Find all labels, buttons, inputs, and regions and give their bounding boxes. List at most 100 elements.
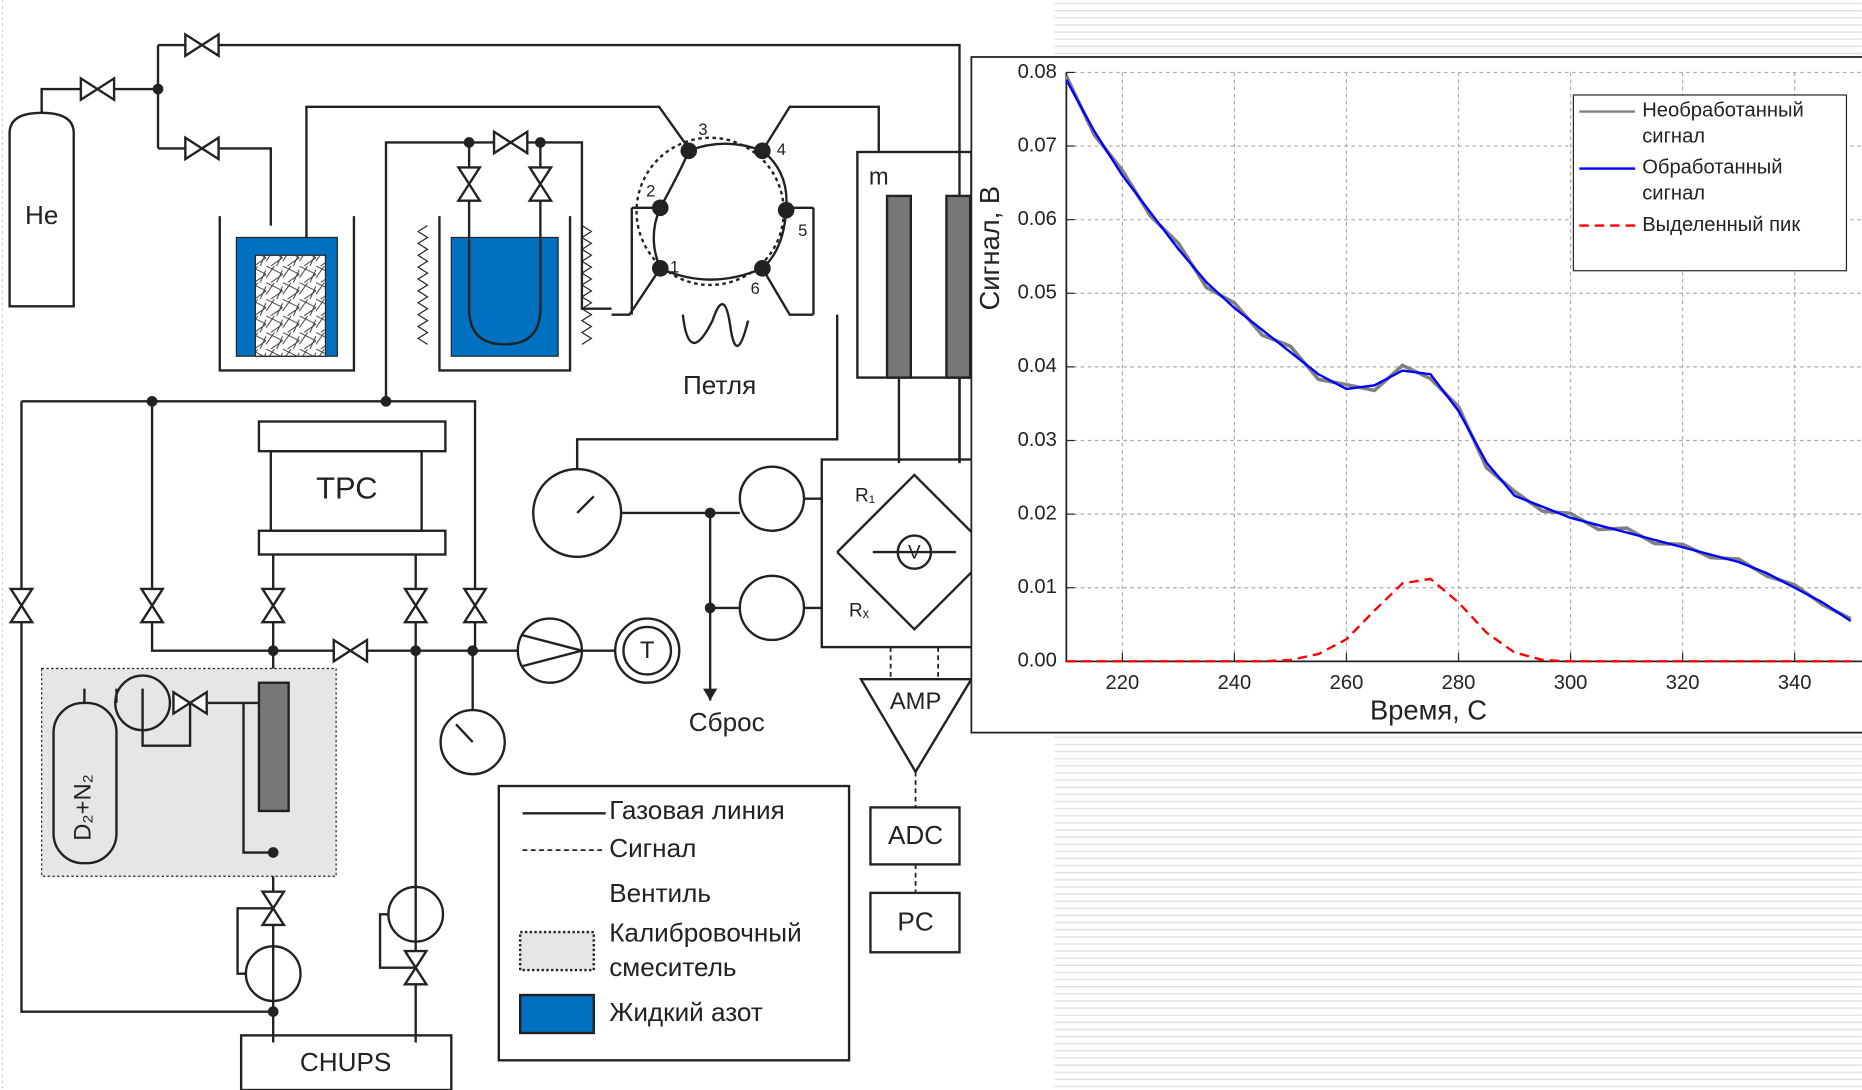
shape bbox=[681, 303, 750, 348]
node bbox=[754, 260, 771, 277]
valve bbox=[332, 637, 369, 664]
shape bbox=[257, 681, 290, 813]
series-line bbox=[1066, 577, 1851, 663]
shape bbox=[896, 534, 933, 570]
x-tick-label: 340 bbox=[1778, 672, 1812, 694]
label: Rₓ bbox=[849, 601, 870, 622]
shape bbox=[8, 32, 554, 986]
label: ADC bbox=[888, 820, 943, 850]
shape bbox=[439, 708, 506, 776]
x-tick-label: 260 bbox=[1330, 672, 1364, 694]
node bbox=[410, 645, 422, 657]
label: He bbox=[25, 200, 58, 230]
gas-line bbox=[40, 43, 961, 464]
node bbox=[704, 507, 716, 519]
y-tick-label: 0.00 bbox=[1018, 650, 1057, 672]
shape bbox=[738, 465, 806, 532]
valve bbox=[184, 135, 220, 162]
shape bbox=[455, 723, 474, 743]
shape: сигнал bbox=[1642, 126, 1705, 148]
node bbox=[267, 645, 279, 657]
node bbox=[704, 602, 716, 614]
node bbox=[463, 137, 475, 148]
y-tick-label: 0.04 bbox=[1018, 355, 1057, 377]
shape bbox=[869, 891, 961, 954]
legend-label: Выделенный пик bbox=[1642, 214, 1800, 236]
node bbox=[146, 395, 158, 407]
y-tick-label: 0.06 bbox=[1018, 208, 1057, 230]
shape bbox=[885, 194, 913, 379]
port-label: 1 bbox=[670, 258, 679, 277]
valve bbox=[462, 587, 488, 624]
label: m bbox=[869, 164, 889, 190]
x-tick-label: 280 bbox=[1442, 672, 1476, 694]
shape: сигнал bbox=[1642, 183, 1705, 205]
y-tick-label: 0.02 bbox=[1018, 502, 1057, 524]
shape bbox=[114, 674, 172, 732]
node bbox=[754, 142, 771, 160]
valve bbox=[184, 32, 220, 58]
shape bbox=[622, 625, 673, 676]
legend-text: Жидкий азот bbox=[609, 997, 763, 1027]
shape bbox=[518, 930, 595, 972]
shape bbox=[576, 495, 595, 514]
valve bbox=[527, 166, 554, 202]
label: V bbox=[908, 542, 921, 563]
port-label: 4 bbox=[777, 140, 786, 159]
label: Петля bbox=[683, 370, 756, 400]
y-axis-label: Сигнал, В bbox=[974, 186, 1005, 310]
legend-text: Газовая линия bbox=[609, 795, 785, 825]
series-line bbox=[1065, 79, 1852, 622]
node bbox=[680, 142, 698, 160]
shape bbox=[522, 634, 587, 668]
shape bbox=[218, 216, 356, 372]
shape bbox=[869, 806, 961, 866]
shape bbox=[703, 688, 718, 701]
legend-text: Сигнал bbox=[609, 833, 696, 863]
y-tick-label: 0.05 bbox=[1018, 282, 1057, 304]
shape bbox=[518, 993, 595, 1035]
y-tick-label: 0.01 bbox=[1018, 576, 1057, 598]
valve bbox=[402, 949, 429, 986]
valve bbox=[8, 587, 35, 624]
port-label: 5 bbox=[798, 221, 807, 240]
legend-text: смеситель bbox=[609, 952, 736, 982]
legend-label: Необработанный сигнал bbox=[1642, 100, 1804, 148]
shape bbox=[738, 574, 806, 642]
valve bbox=[79, 76, 116, 102]
shape bbox=[236, 907, 416, 975]
x-tick-label: 300 bbox=[1554, 672, 1588, 694]
valve bbox=[260, 587, 287, 624]
shape bbox=[416, 225, 593, 345]
valve bbox=[172, 690, 208, 716]
label: ТРС bbox=[316, 471, 377, 506]
shape bbox=[897, 377, 961, 464]
x-axis-label: Время, С bbox=[1370, 695, 1487, 726]
label: T bbox=[640, 638, 655, 664]
legend-text: Вентиль bbox=[609, 878, 711, 908]
y-tick-label: 0.08 bbox=[1018, 61, 1057, 83]
shape bbox=[945, 194, 972, 379]
x-tick-label: 320 bbox=[1666, 672, 1700, 694]
label: PC bbox=[897, 907, 933, 937]
shape bbox=[257, 529, 447, 556]
y-tick-label: 0.03 bbox=[1018, 429, 1057, 451]
shape bbox=[613, 617, 681, 684]
port-label: 3 bbox=[698, 120, 707, 139]
shape bbox=[858, 677, 974, 775]
shape bbox=[257, 420, 447, 453]
valve bbox=[402, 587, 429, 624]
shape bbox=[532, 467, 623, 559]
legend-text: Калибровочный bbox=[609, 917, 801, 947]
shape: Необработанный bbox=[1642, 100, 1804, 122]
shape: 1 2 3 4 5 6 bbox=[146, 83, 807, 1017]
shape bbox=[450, 236, 559, 357]
node bbox=[467, 645, 479, 657]
shape bbox=[575, 105, 880, 470]
y-tick-label: 0.07 bbox=[1018, 134, 1057, 156]
shape: Обработанный bbox=[1642, 157, 1782, 179]
valve bbox=[492, 129, 529, 156]
port-label: 2 bbox=[646, 182, 655, 201]
